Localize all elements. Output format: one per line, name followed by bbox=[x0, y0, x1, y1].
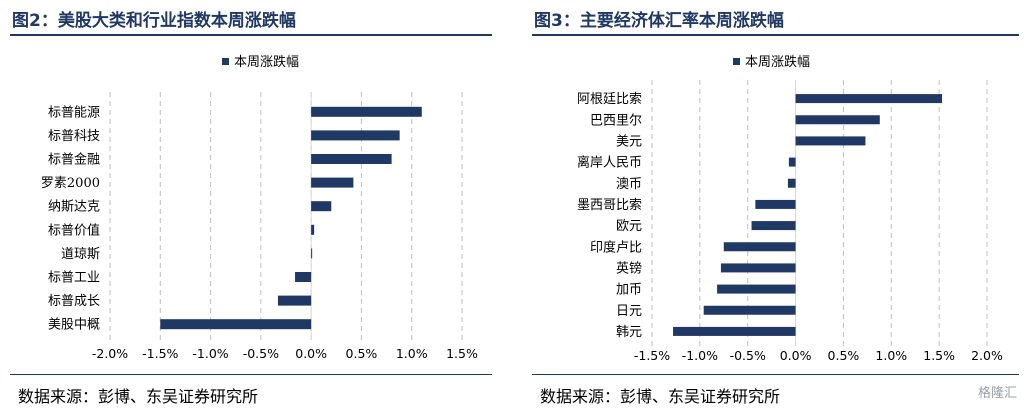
bar bbox=[720, 263, 796, 273]
x-tick-label: 0.5% bbox=[346, 346, 378, 361]
x-tick-label: 1.0% bbox=[875, 348, 907, 363]
bar bbox=[311, 248, 313, 259]
x-tick-label: -1.5% bbox=[142, 346, 178, 361]
category-label: 标普金融 bbox=[48, 152, 100, 168]
x-tick-label: -1.0% bbox=[192, 346, 228, 361]
bar bbox=[160, 319, 312, 330]
title-rule bbox=[532, 34, 1019, 36]
category-label: 墨西哥比索 bbox=[577, 198, 642, 213]
source-note: 数据来源：彭博、东吴证券研究所 bbox=[18, 387, 259, 406]
bar bbox=[795, 94, 943, 104]
x-tick-label: 0.0% bbox=[780, 348, 812, 363]
bar bbox=[311, 106, 422, 117]
legend: 本周涨跌幅 bbox=[222, 54, 299, 70]
x-tick-label: 1.5% bbox=[446, 346, 478, 361]
category-label: 纳斯达克 bbox=[48, 200, 100, 215]
category-label: 韩元 bbox=[616, 325, 642, 340]
bar bbox=[311, 177, 354, 188]
bar bbox=[795, 136, 866, 146]
bar bbox=[311, 154, 392, 164]
bar bbox=[277, 295, 312, 306]
bar bbox=[311, 130, 400, 141]
x-tick-label: -1.5% bbox=[634, 348, 670, 363]
legend-label: 本周涨跌幅 bbox=[745, 54, 810, 70]
chart-panel-us-indices: 图2：美股大类和行业指数本周涨跌幅 本周涨跌幅 -2.0% -1.5% -1.0% -0… bbox=[0, 0, 500, 412]
category-label: 美股中概 bbox=[48, 318, 100, 333]
bar-chart-us-indices: 本周涨跌幅 -2.0% -1.5% -1.0% -0.5% 0.0% 0.5% 1.0% 1.5… bbox=[41, 54, 478, 361]
category-label: 阿根廷比索 bbox=[577, 92, 642, 107]
category-label: 印度卢比 bbox=[590, 239, 642, 255]
bar bbox=[751, 221, 796, 231]
category-label: 英镑 bbox=[616, 260, 642, 276]
x-tick-label: -0.5% bbox=[243, 346, 279, 361]
category-label: 离岸人民币 bbox=[577, 155, 642, 171]
category-label: 加币 bbox=[616, 283, 642, 298]
x-tick-label: 1.5% bbox=[923, 348, 955, 363]
category-label: 罗素2000 bbox=[41, 176, 100, 191]
category-label: 道琼斯 bbox=[61, 247, 100, 262]
bar bbox=[703, 305, 796, 315]
category-label: 标普能源 bbox=[48, 105, 100, 120]
legend-swatch bbox=[733, 58, 740, 65]
title-rule bbox=[10, 34, 492, 36]
source-note: 数据来源：彭博、东吴证券研究所 bbox=[540, 387, 781, 406]
category-label: 标普成长 bbox=[48, 294, 100, 309]
legend-label: 本周涨跌幅 bbox=[234, 54, 299, 70]
watermark-text: 格隆汇 bbox=[977, 386, 1017, 401]
chart-panel-fx: 图3：主要经济体汇率本周涨跌幅 本周涨跌幅 -1.5% -1.0% -0.5% 0.0%… bbox=[522, 0, 1027, 412]
category-label: 标普工业 bbox=[48, 271, 100, 286]
category-label: 巴西里尔 bbox=[590, 113, 642, 128]
legend: 本周涨跌幅 bbox=[733, 54, 810, 70]
legend-swatch bbox=[222, 58, 229, 65]
bar bbox=[788, 157, 796, 167]
category-label: 标普价值 bbox=[48, 222, 100, 238]
bar bbox=[787, 178, 796, 188]
bar bbox=[723, 242, 796, 252]
category-label: 欧元 bbox=[616, 219, 642, 234]
x-tick-label: -2.0% bbox=[92, 346, 128, 361]
bar bbox=[295, 272, 312, 282]
category-label: 澳币 bbox=[616, 176, 642, 192]
figure-title: 图2：美股大类和行业指数本周涨跌幅 bbox=[12, 11, 296, 31]
x-tick-label: 0.5% bbox=[828, 348, 860, 363]
category-label: 标普科技 bbox=[48, 129, 100, 144]
bar bbox=[755, 199, 796, 209]
source-rule bbox=[10, 374, 492, 375]
figure-title: 图3：主要经济体汇率本周涨跌幅 bbox=[534, 11, 784, 31]
category-label: 日元 bbox=[616, 304, 642, 319]
x-tick-label: 0.0% bbox=[295, 346, 327, 361]
x-tick-label: -0.5% bbox=[730, 348, 766, 363]
bar bbox=[717, 284, 796, 294]
x-tick-label: 1.0% bbox=[396, 346, 428, 361]
bar bbox=[311, 224, 315, 235]
bar bbox=[673, 326, 796, 336]
bar bbox=[311, 201, 332, 212]
bar-chart-fx: 本周涨跌幅 -1.5% -1.0% -0.5% 0.0% 0.5% 1.0% 1.5% 2.0%… bbox=[577, 54, 1003, 363]
x-tick-label: 2.0% bbox=[971, 348, 1003, 363]
x-tick-label: -1.0% bbox=[682, 348, 718, 363]
category-label: 美元 bbox=[616, 134, 642, 149]
bar bbox=[795, 115, 880, 125]
source-rule bbox=[532, 374, 1019, 375]
